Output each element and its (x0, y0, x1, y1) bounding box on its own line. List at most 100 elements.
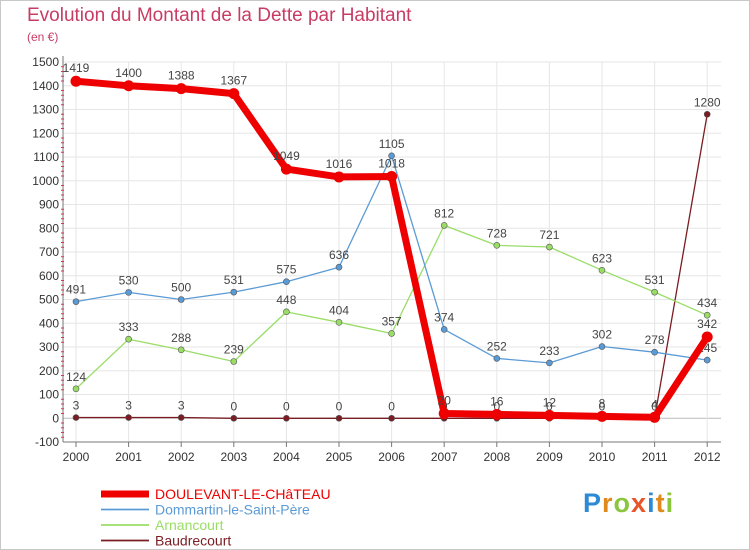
data-label: 0 (388, 399, 395, 413)
data-label: 124 (66, 370, 86, 384)
logo-letter: P (583, 488, 603, 518)
data-point (546, 359, 553, 367)
data-label: 434 (697, 296, 717, 310)
y-tick-label: 1400 (32, 79, 59, 93)
data-label: 531 (645, 273, 665, 287)
data-point (335, 318, 343, 326)
data-label: 3 (73, 399, 80, 413)
data-point (388, 414, 395, 422)
data-label: 0 (599, 399, 606, 413)
data-label: 1388 (168, 69, 195, 83)
data-point (438, 408, 450, 419)
data-label: 575 (276, 263, 296, 277)
logo-letter: o (613, 488, 632, 518)
data-point (333, 171, 345, 183)
y-tick-label: 100 (39, 388, 59, 402)
proxiti-logo: Proxiti (583, 488, 674, 519)
data-label: 278 (645, 333, 665, 347)
data-label: 239 (224, 342, 244, 356)
data-point (546, 243, 553, 251)
x-tick-label: 2001 (115, 450, 142, 464)
data-label: 1419 (63, 61, 90, 75)
data-point (440, 326, 448, 333)
data-point (228, 88, 240, 100)
y-tick-label: 0 (52, 411, 59, 425)
logo-letter: r (602, 488, 614, 518)
data-label: 357 (382, 314, 402, 328)
logo-letter: x (631, 488, 648, 518)
data-point (283, 278, 290, 285)
data-label: 1400 (115, 66, 142, 80)
data-label: 3 (125, 399, 132, 413)
data-point (388, 330, 395, 337)
data-label: 404 (329, 303, 349, 317)
data-point (701, 331, 713, 343)
data-point (651, 288, 658, 296)
data-point (335, 414, 343, 422)
y-tick-label: 1300 (32, 103, 59, 117)
logo-letter: i (665, 488, 675, 518)
data-point (703, 110, 711, 118)
data-label: 531 (224, 273, 244, 287)
data-label: 721 (539, 228, 559, 242)
data-label: 1105 (379, 137, 405, 151)
legend-label: Arnancourt (155, 517, 224, 533)
data-point (493, 242, 501, 249)
x-tick-label: 2005 (326, 450, 353, 464)
x-tick-label: 2003 (220, 450, 247, 464)
data-point (440, 222, 448, 229)
data-label: 333 (119, 320, 139, 334)
data-point (72, 298, 80, 305)
data-point (388, 152, 395, 160)
x-tick-label: 2008 (483, 450, 510, 464)
data-point (703, 311, 711, 319)
data-point (598, 343, 606, 350)
x-tick-label: 2000 (63, 450, 90, 464)
data-label: 0 (493, 399, 500, 413)
data-point (125, 414, 132, 421)
data-label: 1049 (273, 149, 300, 163)
data-point (70, 75, 82, 87)
data-label: 252 (487, 339, 507, 353)
data-point (123, 80, 135, 92)
data-point (543, 409, 555, 421)
x-tick-label: 2006 (378, 450, 405, 464)
logo-letter: t (655, 488, 666, 518)
data-label: 623 (592, 251, 612, 265)
data-label: 500 (171, 281, 191, 295)
data-point (386, 170, 398, 182)
data-label: 3 (178, 399, 185, 413)
y-tick-label: 200 (39, 364, 59, 378)
x-tick-label: 2009 (536, 450, 563, 464)
y-tick-label: 1100 (33, 150, 59, 164)
data-label: 448 (276, 293, 296, 307)
data-label: 20 (438, 394, 452, 408)
data-label: 636 (329, 248, 349, 262)
data-label: 1367 (220, 74, 247, 88)
data-label: 728 (487, 226, 507, 240)
legend-label: Baudrecourt (155, 533, 231, 549)
data-label: 288 (171, 331, 191, 345)
data-label: 0 (283, 399, 290, 413)
data-point (125, 289, 132, 296)
data-point (230, 414, 238, 422)
data-label: 4 (651, 397, 658, 411)
data-label: 812 (434, 206, 454, 220)
y-tick-label: 700 (39, 245, 59, 259)
data-label: 302 (592, 328, 612, 342)
data-point (651, 348, 658, 356)
legend-label: DOULEVANT-LE-CHâTEAU (155, 486, 331, 502)
x-tick-label: 2012 (694, 450, 721, 464)
y-tick-label: 1500 (32, 55, 59, 69)
data-point (335, 263, 343, 271)
x-tick-label: 2010 (589, 450, 616, 464)
data-point (598, 266, 606, 274)
data-label: 233 (539, 344, 559, 358)
y-tick-label: 500 (39, 293, 59, 307)
legend-label: Dommartin-le-Saint-Père (155, 502, 310, 518)
y-tick-label: 300 (39, 340, 59, 354)
y-tick-label: -100 (35, 435, 59, 449)
data-label: 8 (599, 396, 606, 410)
